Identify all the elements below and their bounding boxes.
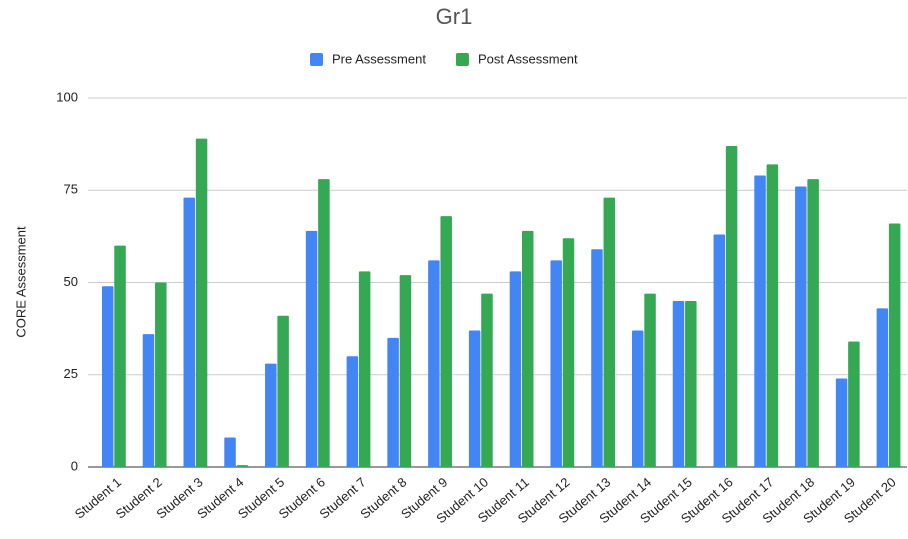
bar	[114, 245, 126, 467]
bar	[183, 197, 196, 467]
bar	[440, 216, 452, 467]
bar	[631, 330, 644, 467]
bar	[888, 223, 901, 467]
bar	[685, 300, 697, 467]
bar	[277, 315, 289, 467]
bar	[509, 271, 522, 467]
bar	[591, 249, 603, 467]
chart-title: Gr1	[436, 4, 473, 29]
bar	[155, 282, 167, 467]
y-tick-label: 75	[64, 182, 78, 197]
y-tick-label: 25	[64, 366, 78, 381]
bar	[725, 145, 738, 467]
bar	[142, 334, 155, 467]
bar	[101, 286, 114, 467]
bar	[305, 230, 318, 467]
bar	[795, 186, 807, 467]
bar	[387, 337, 399, 467]
bar	[358, 271, 371, 467]
bar	[754, 175, 766, 468]
bar	[318, 179, 330, 467]
legend-label: Post Assessment	[478, 51, 578, 66]
bar	[195, 138, 208, 467]
bar	[346, 356, 359, 467]
bar	[562, 238, 575, 467]
bar	[428, 260, 440, 467]
bar	[807, 179, 819, 467]
legend-swatch	[455, 53, 469, 66]
bar	[468, 330, 481, 467]
bar	[713, 234, 726, 467]
bar	[224, 437, 236, 467]
y-tick-label: 50	[64, 274, 78, 289]
bar	[644, 293, 656, 467]
y-axis-label: CORE Assessment	[13, 226, 28, 338]
bar	[236, 465, 249, 467]
bar	[766, 164, 779, 468]
y-tick-label: 100	[56, 89, 78, 104]
bar	[672, 300, 685, 467]
legend-swatch	[310, 53, 323, 66]
bar	[265, 363, 277, 467]
bar	[603, 197, 616, 467]
bar	[521, 230, 534, 467]
bar	[848, 341, 860, 467]
legend-label: Pre Assessment	[332, 51, 426, 66]
bar	[550, 260, 562, 467]
bar	[481, 293, 493, 467]
bar	[876, 308, 889, 467]
y-tick-label: 0	[71, 458, 78, 473]
bar	[835, 378, 848, 467]
bar	[399, 275, 412, 467]
